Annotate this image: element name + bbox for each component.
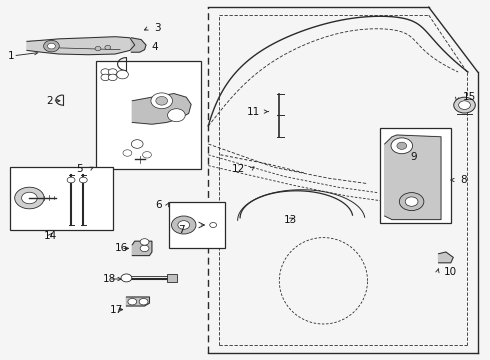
Circle shape: [15, 187, 44, 209]
Bar: [167, 274, 177, 282]
Circle shape: [95, 46, 101, 51]
Circle shape: [108, 69, 117, 75]
Text: 11: 11: [246, 107, 260, 117]
Circle shape: [48, 43, 55, 49]
Text: 15: 15: [463, 92, 476, 102]
Polygon shape: [27, 37, 135, 55]
Text: 12: 12: [232, 164, 245, 174]
Circle shape: [454, 97, 475, 113]
Text: 4: 4: [152, 42, 159, 52]
Text: 2: 2: [47, 96, 53, 106]
Bar: [380, 128, 451, 223]
Text: 5: 5: [76, 164, 83, 174]
Bar: [169, 202, 225, 248]
Circle shape: [22, 192, 37, 204]
Circle shape: [101, 74, 110, 81]
Circle shape: [101, 69, 110, 75]
Circle shape: [123, 150, 132, 156]
Text: 8: 8: [461, 175, 467, 185]
Text: 10: 10: [443, 267, 457, 277]
Circle shape: [140, 245, 149, 252]
Text: 1: 1: [7, 51, 14, 61]
Bar: [96, 61, 201, 169]
Circle shape: [210, 222, 217, 228]
Polygon shape: [126, 297, 149, 306]
Circle shape: [399, 193, 424, 211]
Bar: [10, 167, 113, 230]
Polygon shape: [132, 241, 152, 256]
Circle shape: [44, 40, 59, 52]
Circle shape: [178, 221, 190, 229]
Text: 3: 3: [154, 23, 161, 33]
Text: 17: 17: [110, 305, 123, 315]
Circle shape: [156, 96, 168, 105]
Circle shape: [117, 70, 128, 79]
Circle shape: [459, 101, 470, 109]
Text: 16: 16: [115, 243, 128, 253]
Text: 14: 14: [44, 231, 57, 241]
Text: 9: 9: [410, 152, 416, 162]
Circle shape: [397, 142, 407, 149]
Circle shape: [168, 109, 185, 122]
Text: 18: 18: [103, 274, 116, 284]
Polygon shape: [385, 135, 441, 220]
Circle shape: [105, 45, 111, 50]
Text: 7: 7: [178, 225, 185, 235]
Circle shape: [128, 298, 137, 305]
Circle shape: [67, 177, 75, 183]
Text: 6: 6: [155, 200, 162, 210]
Circle shape: [139, 298, 148, 305]
Circle shape: [151, 93, 172, 109]
Circle shape: [121, 274, 132, 282]
Polygon shape: [132, 94, 191, 124]
Polygon shape: [131, 38, 146, 52]
Circle shape: [108, 74, 117, 81]
Circle shape: [131, 140, 143, 148]
Circle shape: [143, 152, 151, 158]
Circle shape: [172, 216, 196, 234]
Circle shape: [405, 197, 418, 206]
Text: 13: 13: [284, 215, 297, 225]
Circle shape: [79, 177, 87, 183]
Circle shape: [391, 138, 413, 154]
Circle shape: [140, 239, 149, 245]
Polygon shape: [439, 252, 453, 263]
